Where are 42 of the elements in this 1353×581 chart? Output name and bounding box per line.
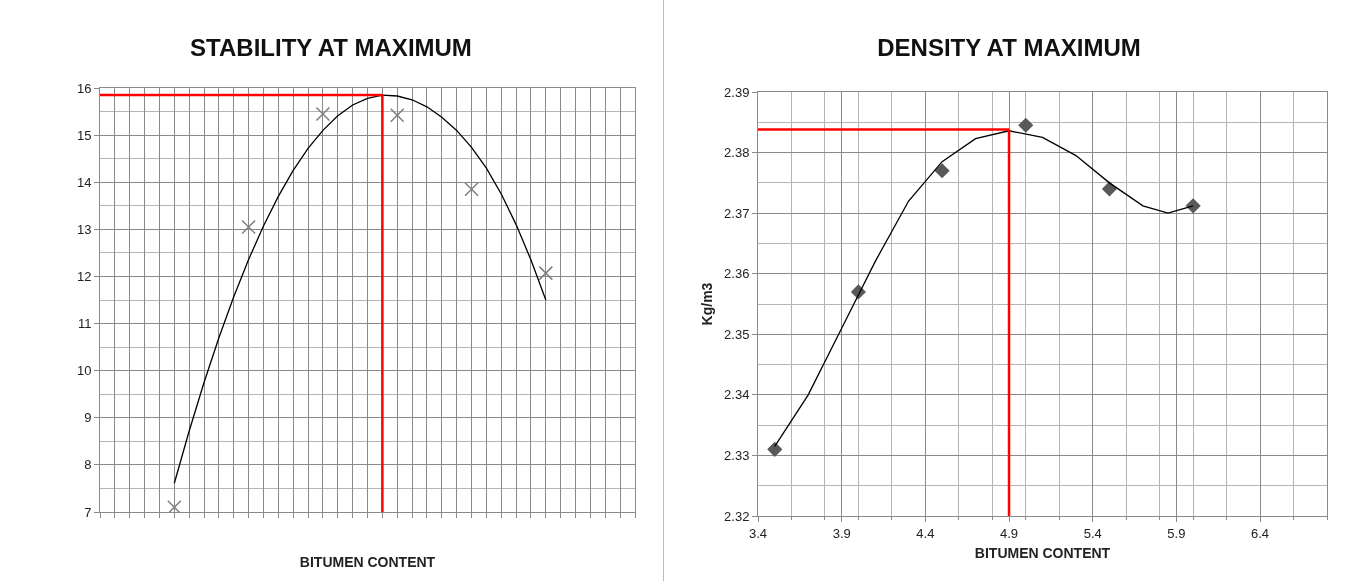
y-tick-label: 16 bbox=[76, 80, 92, 96]
y-tick-label: 2.34 bbox=[724, 387, 750, 403]
y-tick-label: 2.35 bbox=[724, 326, 750, 342]
y-tick-label: 12 bbox=[76, 268, 92, 284]
y-tick-label: 13 bbox=[76, 221, 92, 237]
point bbox=[767, 442, 782, 457]
x-axis-title: BITUMEN CONTENT bbox=[299, 554, 436, 571]
line-series bbox=[173, 94, 547, 484]
chart-title: STABILITY AT MAXIMUM bbox=[190, 34, 472, 62]
y-tick-label: 14 bbox=[76, 174, 92, 190]
y-tick-label: 7 bbox=[84, 504, 92, 520]
point bbox=[241, 219, 256, 235]
x-tick-label: 3.9 bbox=[832, 525, 851, 541]
point bbox=[1102, 181, 1117, 197]
point bbox=[538, 265, 554, 281]
y-tick-label: 2.38 bbox=[724, 145, 750, 161]
x-tick-label: 4.9 bbox=[999, 525, 1019, 541]
point bbox=[389, 108, 405, 123]
x-tick-label: 3.4 bbox=[748, 525, 768, 541]
x-tick-label: 5.4 bbox=[1083, 525, 1102, 541]
point bbox=[464, 182, 479, 197]
point bbox=[1018, 118, 1034, 133]
x-tick-label: 4.4 bbox=[916, 525, 935, 541]
y-tick-label: 15 bbox=[76, 127, 92, 143]
point bbox=[167, 500, 182, 512]
y-tick-label: 2.36 bbox=[724, 266, 750, 282]
y-tick-label: 10 bbox=[76, 363, 92, 379]
chart-title: DENSITY AT MAXIMUM bbox=[877, 34, 1141, 62]
point bbox=[1185, 198, 1201, 214]
y-tick-label: 2.33 bbox=[724, 447, 750, 463]
point bbox=[934, 163, 950, 178]
x-axis-title: BITUMEN CONTENT bbox=[974, 544, 1111, 561]
y-tick-label: 2.39 bbox=[724, 84, 750, 100]
y-tick-label: 11 bbox=[77, 316, 92, 332]
point bbox=[315, 106, 331, 122]
x-tick-label: 6.4 bbox=[1251, 525, 1270, 541]
y-tick-label: 9 bbox=[84, 410, 92, 426]
x-tick-label: 5.9 bbox=[1167, 525, 1186, 541]
y-tick-label: 2.37 bbox=[724, 205, 750, 221]
y-tick-label: 8 bbox=[84, 457, 92, 473]
y-axis-title: Kg/m3 bbox=[698, 282, 715, 326]
y-tick-label: 2.32 bbox=[724, 508, 750, 524]
